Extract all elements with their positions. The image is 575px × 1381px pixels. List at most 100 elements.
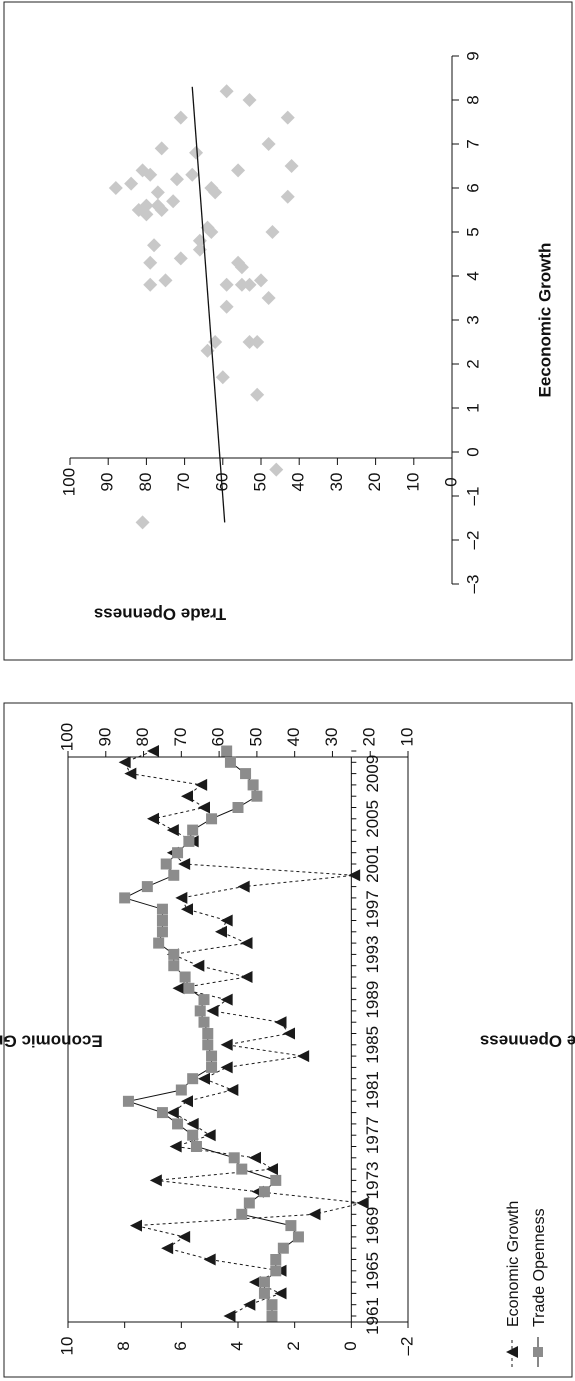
ts-right-tick-label: 40 bbox=[284, 728, 303, 747]
ts-left-tick-label: 10 bbox=[57, 1337, 76, 1356]
ts-openness-point bbox=[175, 1084, 187, 1096]
ts-openness-point bbox=[190, 1141, 202, 1152]
ts-openness-point bbox=[202, 1028, 214, 1039]
ts-right-tick-label: 50 bbox=[246, 728, 265, 747]
ts-left-tick-label: –2 bbox=[397, 1337, 416, 1356]
scatter-point bbox=[215, 370, 230, 385]
ts-openness-point bbox=[270, 1254, 282, 1265]
ts-growth-point bbox=[192, 959, 205, 972]
ts-growth-point bbox=[178, 858, 191, 870]
ts-year-tick-label: 1965 bbox=[363, 1252, 382, 1290]
ts-growth-point bbox=[147, 812, 159, 825]
ts-growth-point bbox=[220, 914, 233, 927]
ts-openness-point bbox=[156, 926, 168, 938]
scatter-point bbox=[231, 255, 246, 270]
ts-openness-point bbox=[141, 881, 153, 893]
scatter-point bbox=[143, 277, 158, 292]
scatter-y-tick-label: 80 bbox=[136, 473, 155, 492]
scatter-point bbox=[254, 273, 268, 288]
scatter-point bbox=[250, 387, 265, 402]
ts-growth-point bbox=[223, 1310, 236, 1322]
timeseries-panel-frame bbox=[3, 702, 573, 1378]
scatter-y-tick-label: 90 bbox=[98, 473, 117, 492]
scatter-x-tick-label: 8 bbox=[463, 95, 482, 104]
ts-growth-point bbox=[130, 1219, 142, 1232]
ts-left-tick-label: 0 bbox=[341, 1341, 360, 1350]
ts-openness-point bbox=[183, 982, 195, 994]
ts-openness-point bbox=[206, 813, 218, 825]
ts-openness-point bbox=[119, 892, 131, 904]
ts-growth-point bbox=[274, 1016, 287, 1029]
ts-openness-point bbox=[168, 960, 180, 972]
scatter-point bbox=[200, 220, 215, 235]
scatter-point bbox=[143, 255, 158, 270]
ts-growth-point bbox=[220, 993, 233, 1006]
ts-growth-point bbox=[249, 1151, 261, 1164]
scatter-x-tick-label: 0 bbox=[463, 447, 482, 456]
scatter-x-tick-label: 9 bbox=[463, 51, 482, 60]
scatter-x-tick-label: 3 bbox=[463, 315, 482, 324]
scatter-point bbox=[173, 110, 188, 125]
scatter-point bbox=[242, 93, 257, 107]
ts-openness-point bbox=[258, 1287, 270, 1299]
ts-growth-point bbox=[181, 790, 193, 803]
ts-openness-point bbox=[221, 745, 233, 757]
scatter-y-tick-label: 100 bbox=[59, 468, 78, 496]
scatter-y-axis-title: Trade Openness bbox=[94, 605, 226, 624]
ts-growth-point bbox=[249, 1276, 261, 1289]
ts-openness-point bbox=[187, 1073, 199, 1085]
ts-right-tick-label: 70 bbox=[171, 728, 190, 747]
ts-openness-point bbox=[168, 869, 180, 881]
scatter-y-tick-label: 20 bbox=[365, 473, 384, 492]
ts-openness-point bbox=[160, 858, 172, 870]
scatter-chart: –3–2–101234567890102030405060708090100Ee… bbox=[59, 51, 554, 623]
ts-openness-point bbox=[228, 1152, 240, 1164]
ts-left-tick-label: 6 bbox=[171, 1341, 190, 1350]
ts-right-tick-label: 30 bbox=[322, 728, 341, 747]
scatter-point bbox=[219, 277, 234, 292]
ts-openness-point bbox=[168, 948, 180, 960]
scatter-x-tick-label: 1 bbox=[463, 403, 482, 412]
legend-growth-marker bbox=[506, 1346, 518, 1358]
ts-right-tick-label: 10 bbox=[397, 728, 416, 747]
ts-growth-point bbox=[297, 1050, 310, 1063]
ts-year-tick-label: 1977 bbox=[363, 1116, 382, 1154]
ts-openness-point bbox=[198, 994, 210, 1006]
ts-openness-point bbox=[198, 1016, 210, 1028]
ts-openness-point bbox=[172, 847, 184, 859]
ts-openness-point bbox=[292, 1231, 304, 1243]
ts-growth-point bbox=[240, 971, 253, 983]
ts-left-tick-label: 2 bbox=[284, 1341, 303, 1350]
ts-openness-point bbox=[122, 1095, 134, 1107]
ts-openness-point bbox=[206, 1050, 218, 1062]
ts-right-tick-label: 90 bbox=[95, 728, 114, 747]
ts-openness-point bbox=[285, 1220, 297, 1232]
ts-openness-point bbox=[172, 1118, 184, 1130]
legend-openness-label: Trade Openness bbox=[531, 1208, 548, 1327]
scatter-x-tick-label: 4 bbox=[463, 271, 482, 280]
ts-openness-point bbox=[187, 1129, 199, 1141]
ts-year-tick-label: 1961 bbox=[363, 1297, 382, 1335]
ts-openness-point bbox=[153, 937, 165, 949]
ts-growth-point bbox=[266, 1163, 278, 1176]
ts-growth-point bbox=[181, 903, 193, 916]
ts-year-tick-label: 1985 bbox=[363, 1026, 382, 1064]
ts-openness-point bbox=[224, 756, 236, 768]
ts-growth-point bbox=[124, 767, 137, 780]
ts-year-tick-label: 2001 bbox=[363, 845, 382, 883]
ts-openness-point bbox=[266, 1310, 278, 1322]
ts-growth-point bbox=[149, 1174, 162, 1187]
scatter-point bbox=[284, 159, 299, 173]
ts-openness-point bbox=[251, 790, 263, 802]
ts-openness-point bbox=[277, 1242, 289, 1254]
scatter-point bbox=[242, 335, 257, 349]
ts-growth-point bbox=[161, 1242, 174, 1255]
scatter-y-tick-label: 40 bbox=[289, 473, 308, 492]
ts-openness-point bbox=[270, 1174, 282, 1186]
scatter-point bbox=[173, 251, 188, 266]
ts-openness-point bbox=[258, 1186, 270, 1198]
ts-growth-point bbox=[220, 1061, 233, 1074]
ts-growth-point bbox=[198, 801, 210, 814]
scatter-point bbox=[147, 238, 162, 253]
